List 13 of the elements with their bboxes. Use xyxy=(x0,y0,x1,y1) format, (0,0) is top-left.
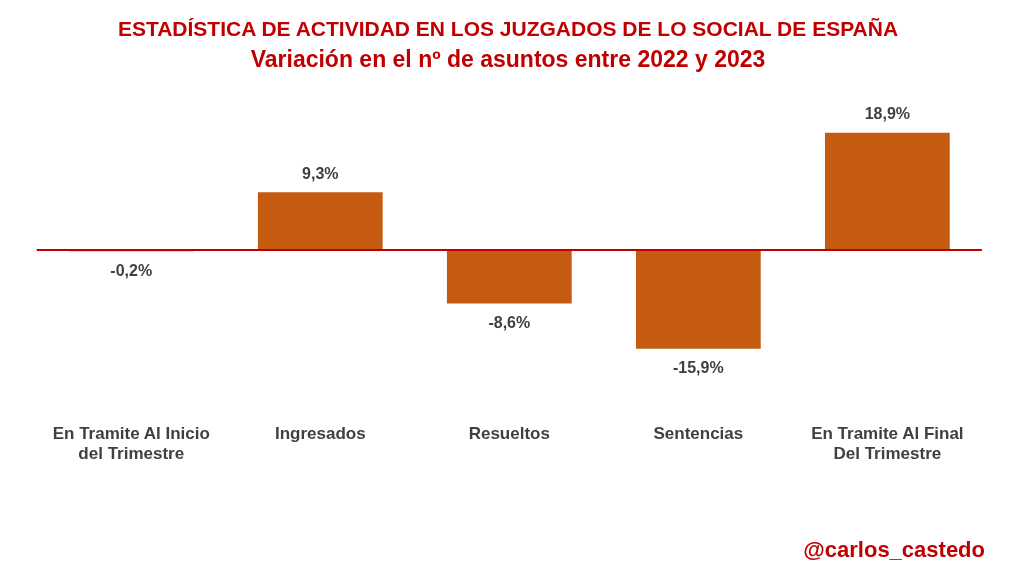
x-tick-label: En Tramite Al Final Del Trimestre xyxy=(811,424,964,464)
data-label: -15,9% xyxy=(672,359,724,377)
chart-subtitle: Variación en el nº de asuntos entre 2022 y 2023 xyxy=(250,46,766,73)
data-label: 18,9% xyxy=(864,105,911,123)
x-tick-label: Sentencias xyxy=(653,424,744,444)
data-label: -0,2% xyxy=(110,261,153,279)
x-tick-label: En Tramite Al Inicio del Trimestre xyxy=(52,424,210,464)
text: @carlos_castedo xyxy=(803,537,985,563)
x-tick-label: Ingresados xyxy=(274,424,366,444)
chart-title: ESTADÍSTICA DE ACTIVIDAD EN LOS JUZGADOS DE LO SOCIAL DE ESPAÑA xyxy=(117,17,899,41)
data-label: -8,6% xyxy=(488,313,531,331)
data-label: 9,3% xyxy=(302,164,339,182)
x-tick-label: Resueltos xyxy=(468,424,550,444)
